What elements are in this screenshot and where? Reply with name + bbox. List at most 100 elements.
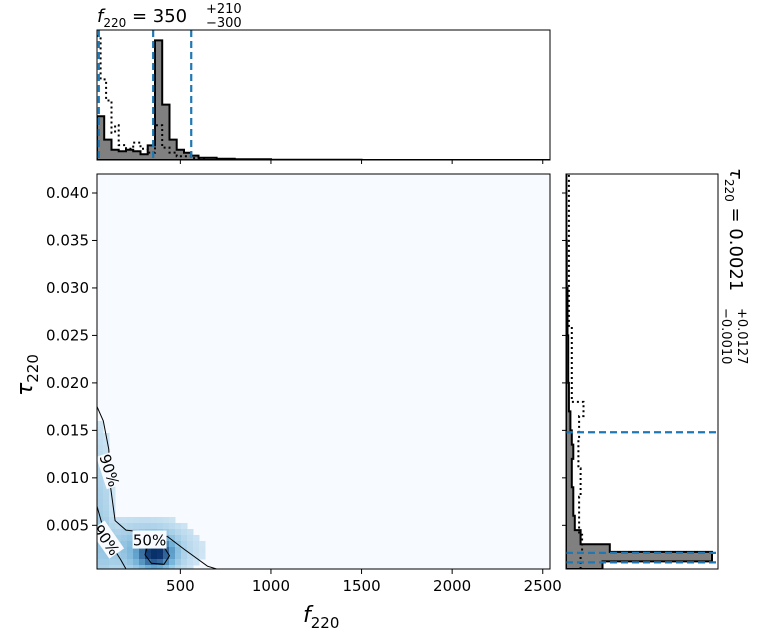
density-cell (127, 541, 134, 548)
density-cell (97, 481, 104, 488)
density-cell (169, 547, 176, 554)
y-axis-label: τ220 (13, 354, 42, 396)
density-cell (103, 445, 110, 452)
density-cell (139, 553, 146, 560)
density-cell (175, 523, 182, 530)
density-cell (121, 553, 128, 560)
density-cell (133, 547, 140, 554)
density-cell (169, 535, 176, 542)
density-cell (151, 559, 158, 566)
density-cell (109, 559, 116, 566)
svg-text:50%: 50% (133, 532, 166, 550)
density-cell (115, 535, 122, 542)
density-cell (163, 559, 170, 566)
top-marginal-panel (96, 29, 551, 164)
density-cell (187, 565, 194, 569)
density-cell (187, 553, 194, 560)
density-cell (187, 529, 194, 536)
density-cell (199, 541, 206, 548)
density-cell (169, 559, 176, 566)
density-cell (181, 541, 188, 548)
density-cell (121, 517, 128, 524)
density-cell (157, 523, 164, 530)
density-cell (115, 523, 122, 530)
density-cell (121, 565, 128, 569)
x-tick-label: 2500 (524, 577, 562, 595)
density-cell (127, 517, 134, 524)
right-title: τ220 = 0.0021 +0.0127 −0.0010 (718, 168, 749, 364)
density-cell (151, 517, 158, 524)
density-cell (121, 541, 128, 548)
density-cell (97, 439, 104, 446)
density-cell (163, 517, 170, 524)
density-cell (169, 517, 176, 524)
density-cell (133, 517, 140, 524)
density-cell (181, 565, 188, 569)
density-cell (97, 511, 104, 518)
density-cell (97, 505, 104, 512)
density-cell (103, 487, 110, 494)
density-cell (121, 523, 128, 530)
density-cell (97, 499, 104, 506)
top-title-inf: −300 (206, 16, 242, 31)
density-cell (145, 553, 152, 560)
density-cell (97, 475, 104, 482)
density-cell (145, 517, 152, 524)
density-cell (127, 529, 134, 536)
density-cell (97, 565, 104, 569)
density-cell (145, 565, 152, 569)
density-cell (121, 529, 128, 536)
density-cell (157, 565, 164, 569)
density-cell (181, 529, 188, 536)
density-cell (109, 523, 116, 530)
density-cell (103, 493, 110, 500)
x-axis-label: f220 (303, 603, 339, 632)
density-cell (157, 517, 164, 524)
density-cell (199, 547, 206, 554)
density-cell (127, 547, 134, 554)
density-cell (151, 547, 158, 554)
density-cell (103, 565, 110, 569)
density-cell (163, 553, 170, 560)
density-cell (169, 565, 176, 569)
density-cell (109, 505, 116, 512)
density-cell (103, 505, 110, 512)
density-cell (163, 565, 170, 569)
density-cell (193, 559, 200, 566)
contour-90-outer (97, 406, 217, 569)
density-cell (103, 553, 110, 560)
right-marginal-panel (562, 173, 719, 570)
svg-text:τ220 = 0.0021: τ220 = 0.0021 (722, 168, 746, 291)
density-cell (97, 517, 104, 524)
density-cell (181, 547, 188, 554)
density-cell (139, 559, 146, 566)
density-cell (145, 547, 152, 554)
contour-label: 50% (132, 530, 167, 550)
density-cell (193, 541, 200, 548)
density-cell (133, 565, 140, 569)
density-cell (139, 523, 146, 530)
density-cell (97, 433, 104, 440)
x-tick-label: 2000 (433, 577, 471, 595)
density-cell (139, 517, 146, 524)
density-cell (103, 499, 110, 506)
density-cell (163, 523, 170, 530)
density-cell (133, 553, 140, 560)
density-cell (193, 535, 200, 542)
density-cell (97, 421, 104, 428)
y-tick-label: 0.015 (46, 421, 89, 439)
density-cell (109, 511, 116, 518)
x-tick-label: 1000 (252, 577, 290, 595)
density-cell (103, 559, 110, 566)
density-cell (133, 523, 140, 530)
density-cell (181, 559, 188, 566)
density-cell (115, 529, 122, 536)
svg-text:τ220: τ220 (13, 354, 42, 396)
density-cell (175, 559, 182, 566)
density-cell (109, 487, 116, 494)
density-cell (97, 559, 104, 566)
density-cell (97, 493, 104, 500)
y-tick-label: 0.025 (46, 326, 89, 344)
density-cell (97, 487, 104, 494)
y-tick-label: 0.040 (46, 184, 89, 202)
